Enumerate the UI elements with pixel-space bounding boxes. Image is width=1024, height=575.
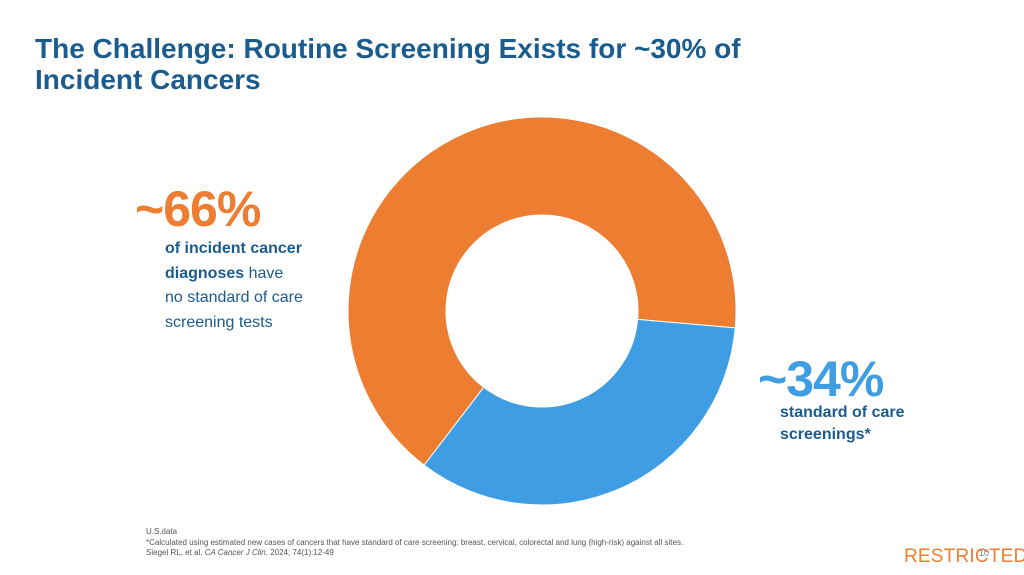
footnote-calculation: *Calculated using estimated new cases of… (146, 537, 684, 547)
footnote-region: U.S.data (146, 527, 178, 536)
classification-label: RESTRICTED (904, 546, 1024, 567)
screening-desc-line-2: screenings* (780, 425, 871, 443)
slice-label-screening: ~34% (758, 351, 884, 407)
no-screening-desc-line-2: diagnoses have (165, 264, 284, 282)
donut-slice-screening (423, 318, 736, 506)
page-number: 10 (979, 548, 990, 558)
footnotes: U.S.data *Calculated using estimated new… (146, 527, 846, 559)
page-title: The Challenge: Routine Screening Exists … (35, 33, 835, 95)
title-line-1: The Challenge: Routine Screening Exists … (35, 33, 741, 64)
footnote-citation: Siegel RL, et al. CA Cancer J Clin. 2024… (146, 548, 334, 557)
no-screening-desc-line-4: screening tests (165, 313, 273, 331)
screening-desc-line-1: standard of care (780, 404, 905, 421)
donut-slice-no-screening (347, 116, 737, 466)
title-line-2: Incident Cancers (35, 64, 261, 95)
screening-description: standard of care screenings* (780, 402, 960, 445)
slice-label-no-screening: ~66% (135, 181, 261, 237)
no-screening-desc-line-1: of incident cancer (165, 240, 302, 257)
no-screening-description: of incident cancer diagnoses have no sta… (165, 237, 365, 335)
no-screening-desc-line-3: no standard of care (165, 289, 303, 306)
